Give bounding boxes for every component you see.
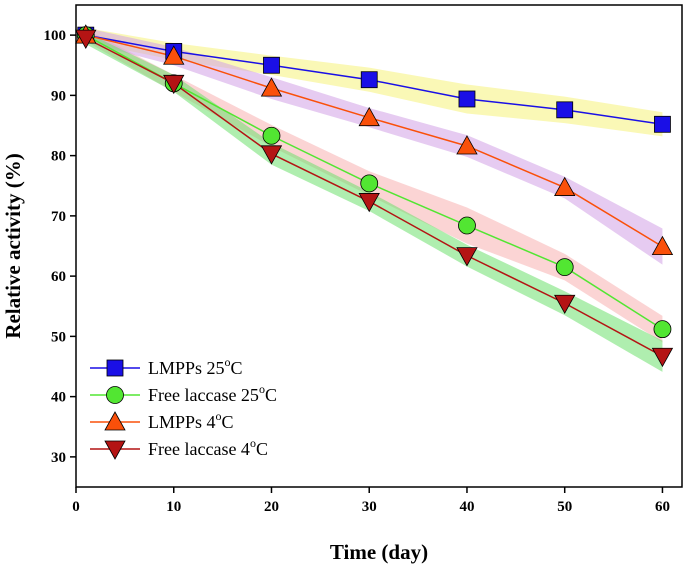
data-point: [554, 176, 576, 196]
y-tick-label: 60: [51, 269, 66, 285]
legend-label-degree: o: [216, 409, 222, 423]
legend-label-name: Free laccase 25: [148, 385, 259, 405]
legend-label-name: Free laccase 4: [148, 439, 250, 459]
legend-label-degree: o: [250, 436, 256, 450]
data-point: [360, 71, 378, 89]
data-point: [456, 135, 478, 155]
x-tick-label: 50: [557, 499, 572, 515]
legend-label: Free laccase 4oC: [148, 436, 268, 459]
legend-label-unit: C: [256, 439, 268, 459]
legend-entry: Free laccase 25oC: [90, 382, 277, 405]
x-tick-label: 10: [166, 499, 181, 515]
x-axis-title: Time (day): [330, 540, 428, 564]
legend-label: LMPPs 25oC: [148, 355, 243, 378]
data-point: [262, 126, 281, 145]
data-point: [458, 90, 476, 108]
series-line: [85, 34, 663, 248]
y-tick-label: 70: [51, 209, 66, 225]
x-tick-label: 30: [362, 499, 377, 515]
data-point: [358, 193, 380, 213]
legend-entry: LMPPs 4oC: [90, 409, 234, 432]
data-point: [358, 106, 380, 127]
legend-label-name: LMPPs 4: [148, 412, 216, 432]
error-band: [85, 27, 663, 265]
y-tick-label: 30: [51, 450, 66, 466]
data-point: [458, 216, 476, 235]
legend-entry: LMPPs 25oC: [90, 355, 243, 378]
y-tick-label: 40: [51, 390, 66, 406]
legend-marker: [104, 411, 126, 431]
legend-label-degree: o: [259, 382, 265, 396]
data-point: [260, 145, 283, 165]
plot-frame: [75, 4, 683, 488]
legend-label-degree: o: [225, 355, 231, 369]
legend-marker: [104, 440, 126, 460]
legend-marker: [106, 359, 124, 377]
y-tick-label: 100: [44, 28, 67, 44]
series-markers: [75, 24, 674, 368]
legend-marker: [106, 386, 124, 404]
data-point: [651, 347, 674, 368]
data-point: [260, 77, 283, 97]
data-point: [654, 115, 671, 133]
data-point: [163, 74, 185, 95]
x-tick-label: 0: [72, 499, 80, 515]
y-axis-ticks: 30 40 50 60 70 80 90 100: [44, 28, 76, 466]
y-tick-label: 90: [51, 88, 66, 104]
data-point: [651, 235, 674, 256]
x-tick-label: 20: [264, 499, 279, 515]
data-point: [556, 101, 574, 119]
data-point: [163, 45, 185, 65]
legend-label-name: LMPPs 25: [148, 358, 225, 378]
y-tick-label: 50: [51, 329, 66, 345]
legend-label: LMPPs 4oC: [148, 409, 234, 432]
legend-label-unit: C: [231, 358, 243, 378]
data-point: [653, 320, 672, 339]
x-axis-ticks: 0 10 20 30 40 50 60: [72, 487, 670, 515]
legend-entry: Free laccase 4oC: [90, 436, 268, 460]
x-tick-label: 60: [655, 499, 670, 515]
legend-label-unit: C: [265, 385, 277, 405]
y-axis-title: Relative activity (%): [1, 153, 25, 338]
x-tick-label: 40: [459, 499, 474, 515]
legend-label: Free laccase 25oC: [148, 382, 277, 405]
data-point: [263, 56, 280, 74]
data-point: [75, 29, 97, 49]
y-tick-label: 80: [51, 149, 66, 165]
data-point: [360, 174, 379, 193]
legend-label-unit: C: [222, 412, 234, 432]
data-point: [555, 258, 574, 276]
data-point: [456, 247, 478, 267]
data-point: [554, 294, 576, 315]
